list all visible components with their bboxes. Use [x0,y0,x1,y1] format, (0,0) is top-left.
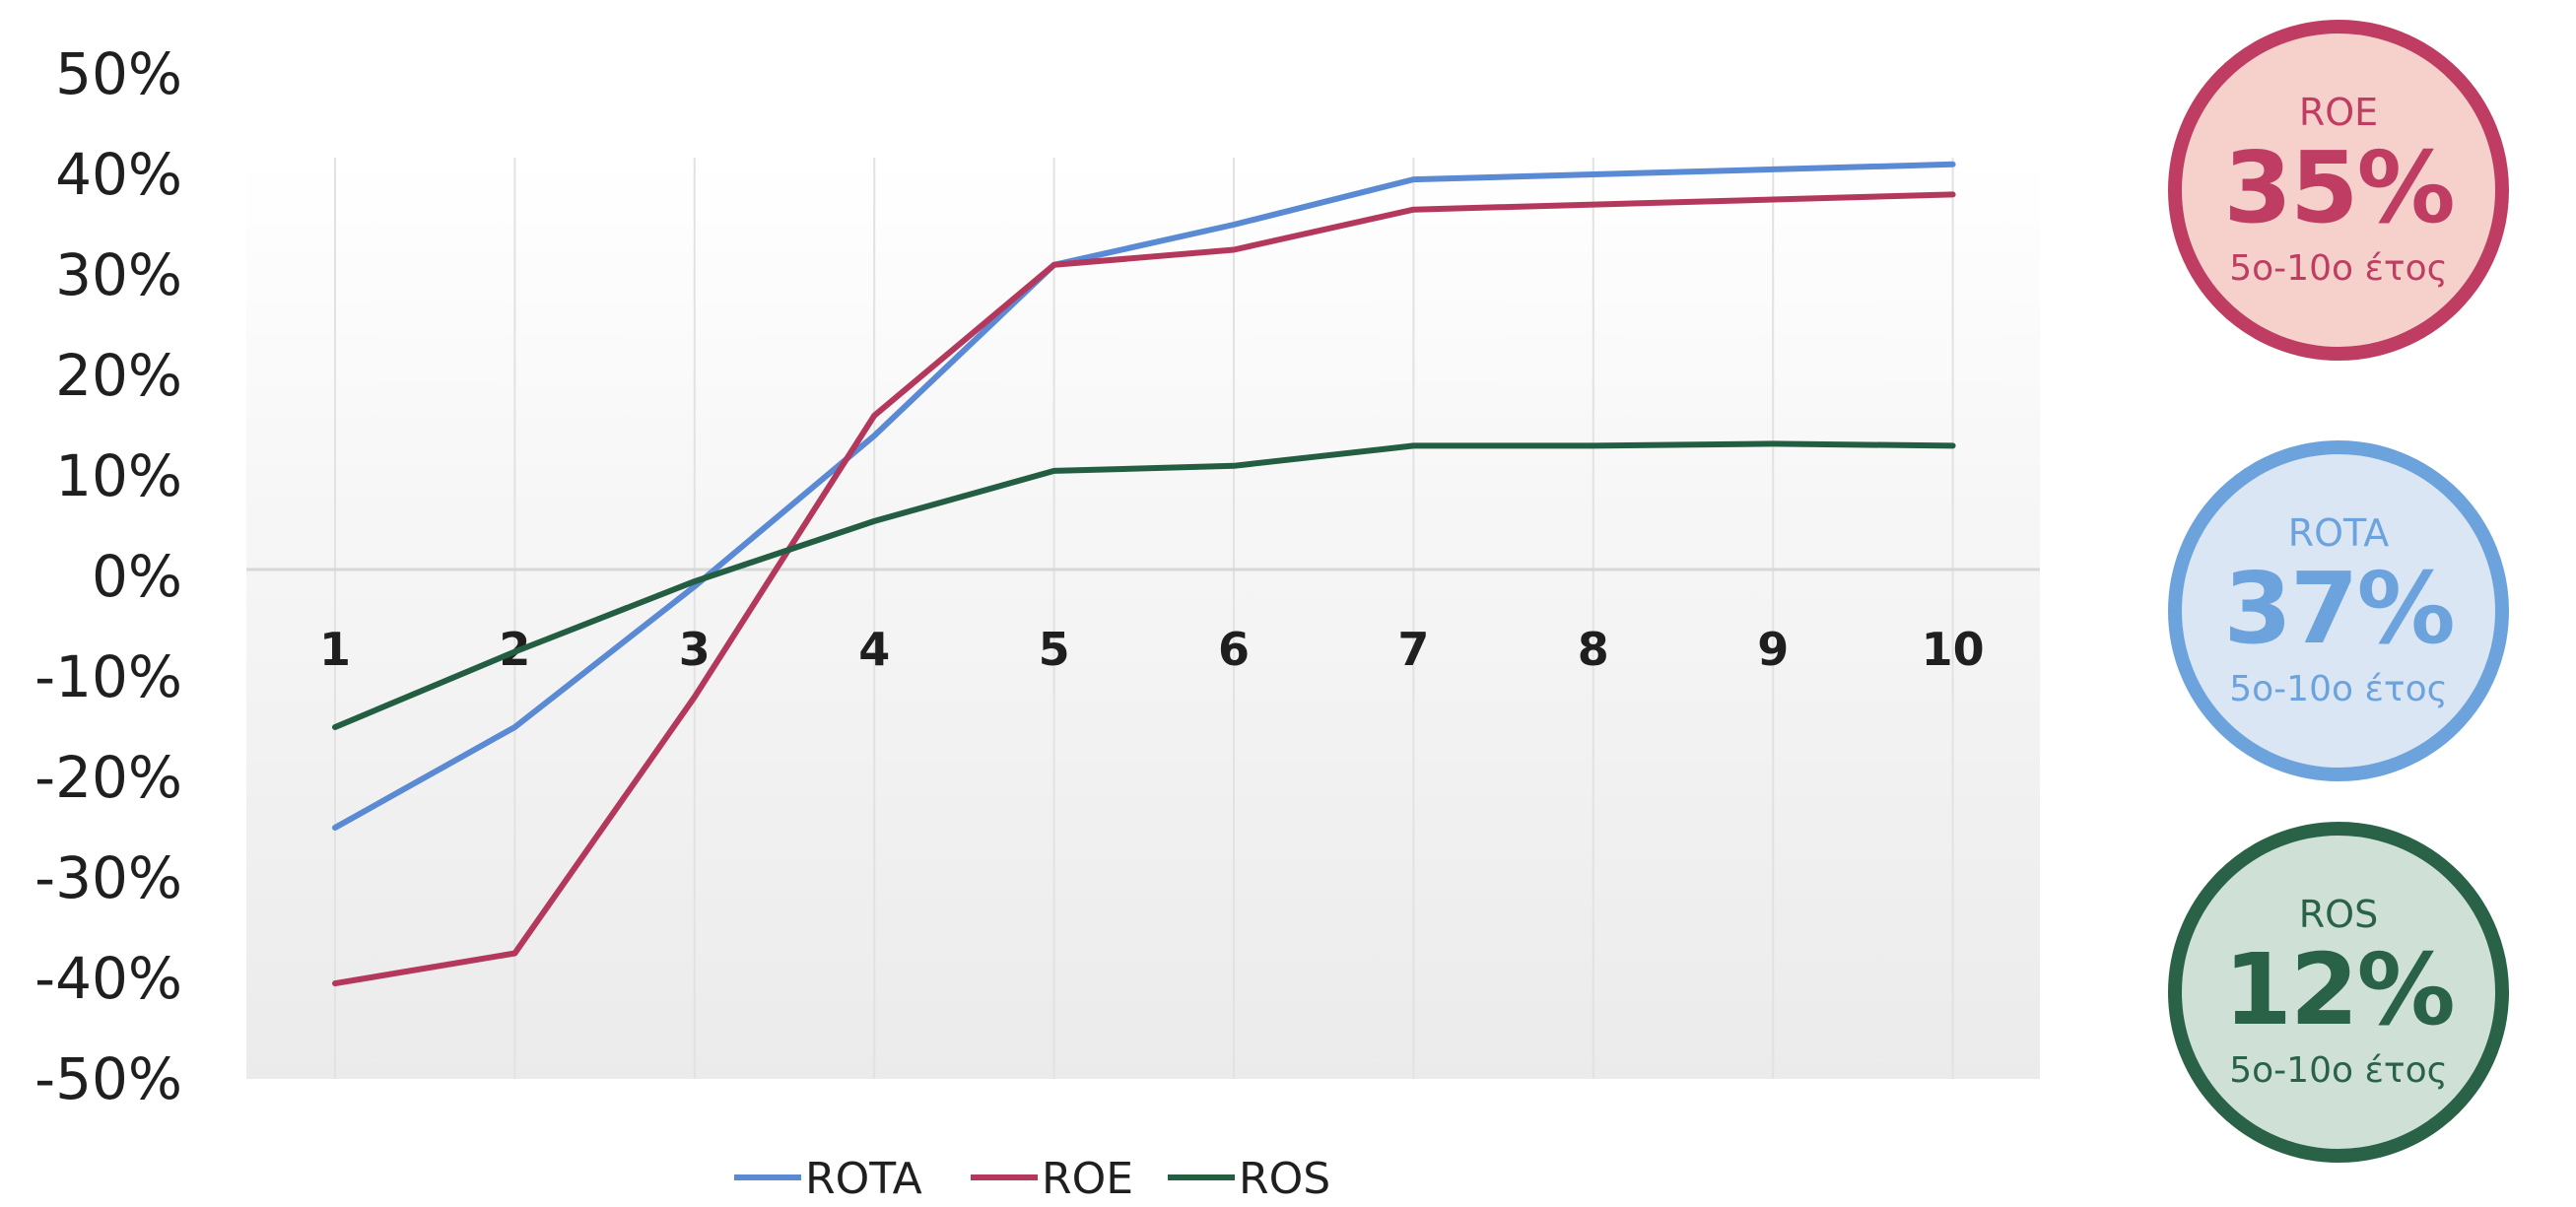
badge-label: ROTA [2287,511,2390,555]
badge-subtitle: 5ο-10ο έτος [2229,1050,2448,1091]
x-tick-label: 10 [1922,623,1985,676]
x-tick-label: 8 [1578,623,1609,676]
legend: ROTA ROE ROS [734,1154,1330,1204]
x-tick-label: 5 [1039,623,1070,676]
series-line-ros [332,440,1956,730]
legend-label: ROS [1239,1154,1330,1204]
badge-label: ROE [2298,91,2379,134]
legend-item-ros: ROS [1168,1154,1330,1204]
badge-label: ROS [2298,893,2379,936]
x-tick-label: 1 [319,623,351,676]
badge-value: 12% [2223,932,2455,1047]
y-axis-ticks: 50% 40% 30% 20% 10% 0% -10% -20% -30% -40% -50% [34,40,182,1112]
x-axis-ticks: 1 2 3 4 5 6 7 8 9 10 [319,623,1985,676]
badge-value: 37% [2223,551,2455,666]
y-tick-label: 30% [55,241,182,308]
plot-background [246,158,2040,1079]
legend-item-roe: ROE [971,1154,1133,1204]
y-tick-label: 50% [55,40,182,107]
series-line-rota [332,161,1956,831]
legend-item-rota: ROTA [734,1154,922,1204]
badge-roe: ROE 35% 5ο-10ο έτος [2168,20,2509,361]
series-line-roe [332,191,1956,987]
y-tick-label: 20% [55,342,182,409]
badge-value: 35% [2223,130,2455,245]
x-tick-label: 3 [679,623,711,676]
x-tick-label: 7 [1397,623,1429,676]
y-tick-label: -20% [34,744,182,811]
y-tick-label: -10% [34,643,182,710]
badge-ros: ROS 12% 5ο-10ο έτος [2168,822,2509,1163]
badge-rota: ROTA 37% 5ο-10ο έτος [2168,440,2509,781]
x-tick-label: 6 [1218,623,1250,676]
y-tick-label: 0% [92,543,182,610]
legend-label: ROE [1042,1154,1133,1204]
y-tick-label: -40% [34,945,182,1012]
y-tick-label: 10% [55,442,182,509]
x-tick-label: 9 [1757,623,1789,676]
y-tick-label: -50% [34,1045,182,1112]
legend-label: ROTA [805,1154,922,1204]
x-tick-label: 4 [858,623,890,676]
gridlines [334,158,1954,1079]
badge-subtitle: 5ο-10ο έτος [2229,669,2448,709]
series-lines [332,161,1956,987]
y-tick-label: -30% [34,844,182,911]
y-tick-label: 40% [55,141,182,208]
badge-subtitle: 5ο-10ο έτος [2229,248,2448,289]
